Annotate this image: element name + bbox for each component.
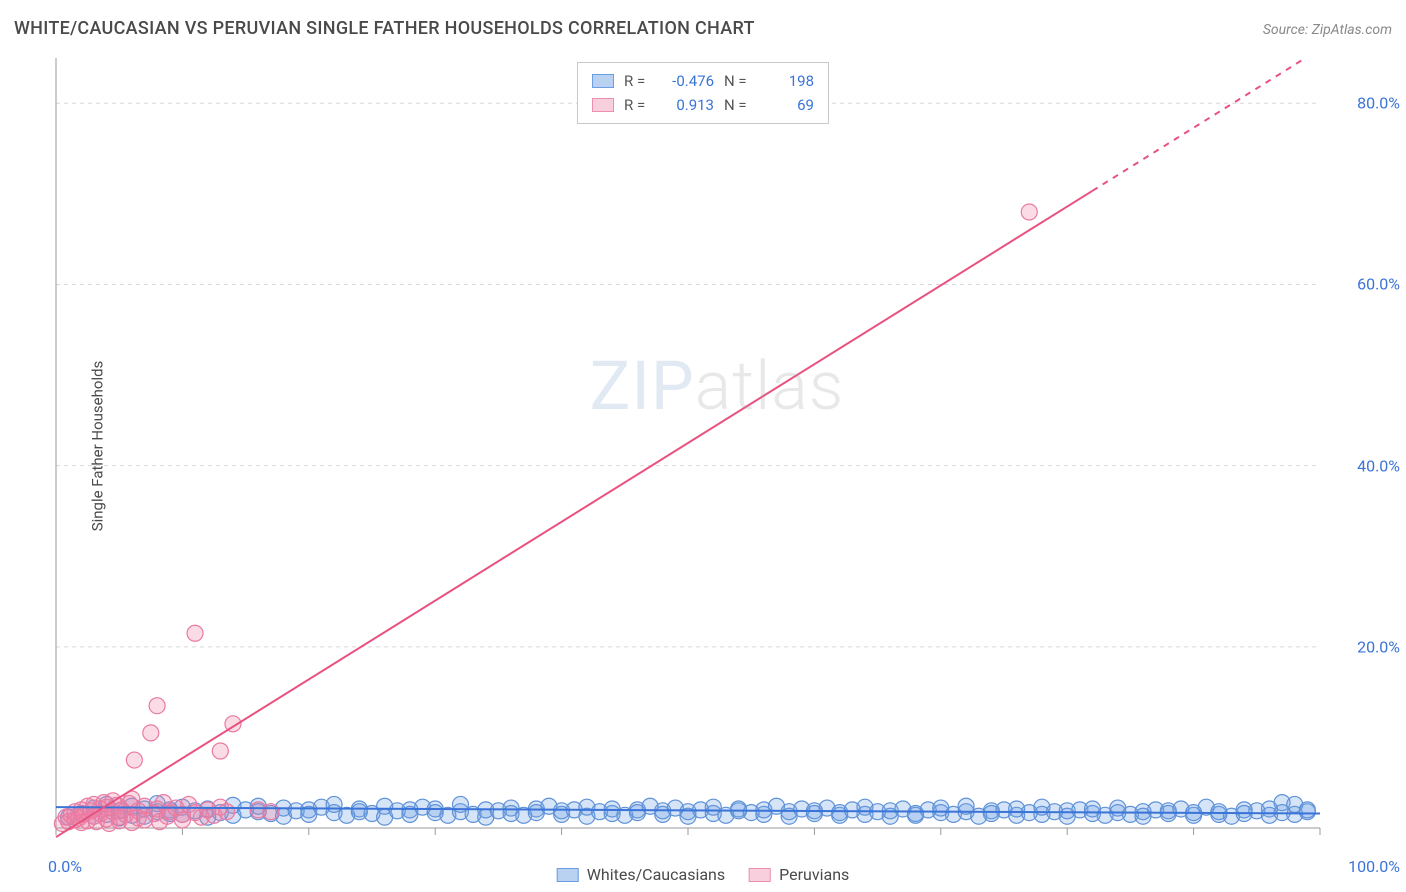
series-legend: Whites/Caucasians Peruvians	[557, 865, 850, 884]
chart-header: WHITE/CAUCASIAN VS PERUVIAN SINGLE FATHE…	[14, 18, 1392, 39]
legend-row-whites: R = -0.476 N = 198	[592, 69, 814, 93]
whites-label: Whites/Caucasians	[587, 865, 725, 884]
r-label: R =	[624, 93, 652, 117]
y-axis-tick-label: 40.0%	[1357, 456, 1400, 475]
whites-n-value: 198	[762, 69, 814, 93]
scatter-chart	[48, 58, 1386, 838]
source-label: Source:	[1263, 22, 1308, 38]
plot-area: ZIPatlas	[48, 58, 1386, 838]
source-value: ZipAtlas.com	[1312, 22, 1392, 38]
whites-swatch	[592, 74, 614, 88]
correlation-legend: R = -0.476 N = 198 R = 0.913 N = 69	[577, 62, 829, 124]
n-label: N =	[724, 93, 752, 117]
peruvians-label: Peruvians	[779, 865, 849, 884]
peruvians-r-value: 0.913	[662, 93, 714, 117]
chart-title: WHITE/CAUCASIAN VS PERUVIAN SINGLE FATHE…	[14, 18, 755, 39]
whites-swatch-icon	[557, 868, 579, 882]
legend-item-peruvians: Peruvians	[749, 865, 849, 884]
peruvians-n-value: 69	[762, 93, 814, 117]
chart-source: Source: ZipAtlas.com	[1263, 22, 1392, 38]
legend-row-peruvians: R = 0.913 N = 69	[592, 93, 814, 117]
y-axis-tick-label: 80.0%	[1357, 94, 1400, 113]
r-label: R =	[624, 69, 652, 93]
peruvians-swatch	[592, 98, 614, 112]
whites-r-value: -0.476	[662, 69, 714, 93]
x-axis-min-label: 0.0%	[48, 857, 82, 876]
x-axis-max-label: 100.0%	[1348, 857, 1400, 876]
legend-item-whites: Whites/Caucasians	[557, 865, 725, 884]
n-label: N =	[724, 69, 752, 93]
peruvians-swatch-icon	[749, 868, 771, 882]
y-axis-tick-label: 60.0%	[1357, 275, 1400, 294]
y-axis-tick-label: 20.0%	[1357, 637, 1400, 656]
